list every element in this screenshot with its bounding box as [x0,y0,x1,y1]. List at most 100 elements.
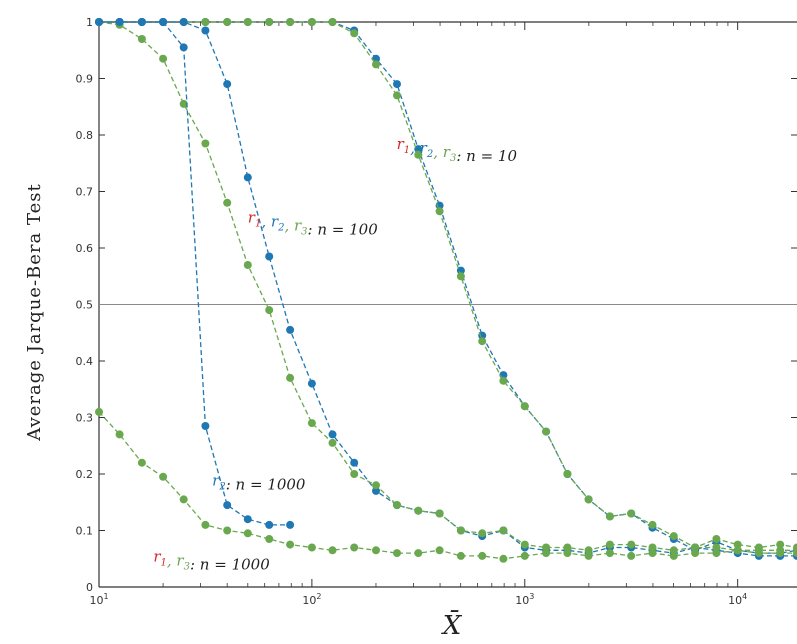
data-point [393,91,401,100]
data-point [542,427,551,436]
data-point [669,532,678,541]
data-point [733,540,742,549]
data-point [223,80,232,89]
series-line-n100-r3 [98,21,797,551]
data-point [627,540,636,549]
data-point [179,18,188,26]
series-n100-r2 [95,18,797,560]
series-n10-r2 [95,18,797,558]
data-point [648,520,657,529]
x-tick-label: 101 [89,592,108,607]
data-point [95,407,103,416]
data-point [605,512,614,521]
data-point [435,207,444,216]
annotations-group: r1, r2, r3: n = 10 r1, r2, r3: n = 100 r2:… [153,135,517,573]
data-point [520,540,529,549]
data-point [456,551,465,560]
data-point [223,526,232,535]
data-point [542,549,551,558]
data-point [350,470,359,478]
x-tick-label: 104 [728,592,747,607]
data-point [137,458,146,467]
data-point [115,18,124,26]
data-point [435,546,444,555]
data-point [669,551,678,560]
data-point [563,470,572,478]
series-line-n1000-r3 [98,411,797,560]
data-point [243,173,252,182]
series-line-n10-r3 [99,21,797,549]
series-n1000-r2 [95,18,295,529]
data-point [307,419,316,428]
data-point [733,546,742,555]
data-point [712,549,721,558]
data-point [243,18,252,26]
y-tick-label: 0 [86,581,93,594]
data-point [414,150,423,159]
x-tick-label: 102 [302,592,321,607]
data-point [648,543,657,552]
data-point [691,543,700,552]
data-point [179,43,188,52]
x-axis-label: X̄ [441,609,463,641]
y-tick-label: 0.2 [76,468,94,481]
data-point [307,379,316,388]
data-point [627,551,636,560]
data-point [243,261,252,269]
data-point [393,80,401,89]
series-group [95,18,797,563]
data-point [201,520,210,529]
data-point [393,501,401,510]
data-point [456,272,465,281]
data-point [159,54,168,63]
data-point [201,18,210,26]
data-point [776,549,785,558]
annotation-ann-r13-n1000: r1, r3: n = 1000 [153,548,270,574]
data-point [137,18,146,26]
data-point [328,18,337,26]
data-point [776,540,785,549]
series-n100-r3 [95,18,797,555]
data-point [542,543,551,552]
data-point [159,472,168,481]
data-point [712,543,721,552]
data-point [179,495,188,504]
data-point [201,26,210,35]
data-point [520,551,529,560]
data-point [307,18,316,26]
data-point [286,373,295,382]
data-point [691,549,700,558]
data-point [584,495,593,504]
series-line-n100-r2 [99,21,797,557]
data-point [223,198,232,207]
x-tick-label: 103 [515,592,534,607]
data-point [372,481,380,490]
y-tick-label: 0.1 [76,525,94,538]
data-point [456,526,465,535]
annotation-ann-n10: r1, r2, r3: n = 10 [397,135,518,165]
data-point [265,18,274,26]
annotation-ann-r2-n1000: r2: n = 1000 [212,471,306,493]
y-tick-label: 0.5 [76,299,94,312]
data-point [223,18,232,26]
data-point [478,337,487,346]
series-n1000-r3 [95,407,797,563]
data-point [350,458,359,467]
data-point [456,266,465,275]
data-point [793,549,797,558]
data-point [478,529,487,538]
data-point [286,540,295,549]
data-point [286,325,295,334]
data-point [584,546,593,555]
data-point [265,306,274,315]
data-point [669,546,678,555]
data-point [754,549,763,558]
data-point [584,551,593,560]
data-point [328,546,337,555]
data-point [372,60,380,69]
data-point [115,430,124,439]
y-tick-label: 0.3 [76,412,94,425]
data-point [605,540,614,549]
data-point [265,535,274,543]
data-point [201,422,210,430]
